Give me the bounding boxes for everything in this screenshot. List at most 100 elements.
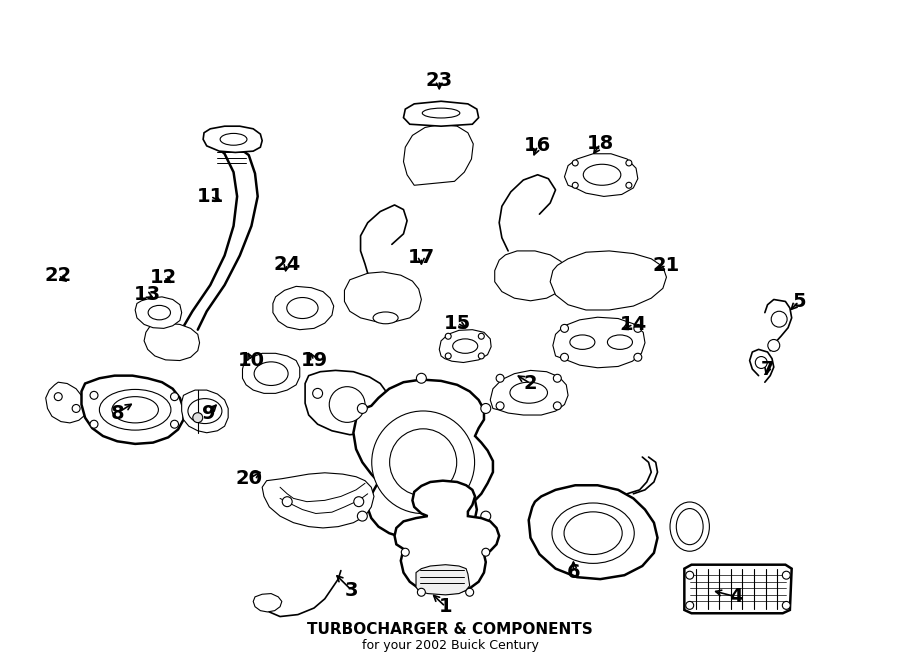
Polygon shape [403,124,473,185]
Polygon shape [273,287,334,330]
Text: 7: 7 [760,359,774,379]
Text: 11: 11 [197,187,224,206]
Polygon shape [135,297,182,328]
Circle shape [554,374,562,382]
Ellipse shape [390,429,456,496]
Polygon shape [528,485,658,579]
Circle shape [478,353,484,359]
Circle shape [354,496,364,506]
Polygon shape [203,126,262,152]
Polygon shape [305,370,389,435]
Polygon shape [553,317,645,368]
Circle shape [686,602,694,609]
Circle shape [482,548,490,556]
Circle shape [496,374,504,382]
Circle shape [554,402,562,410]
Polygon shape [403,101,479,126]
Circle shape [561,324,569,332]
Text: 24: 24 [274,255,301,273]
Text: 8: 8 [111,404,124,422]
Text: TURBOCHARGER & COMPONENTS: TURBOCHARGER & COMPONENTS [307,622,593,637]
Text: for your 2002 Buick Century: for your 2002 Buick Century [362,639,538,652]
Ellipse shape [148,305,170,320]
Circle shape [72,404,80,412]
Ellipse shape [112,397,158,423]
Ellipse shape [552,503,634,563]
Polygon shape [394,481,500,594]
Ellipse shape [287,297,318,318]
Circle shape [329,387,365,422]
Circle shape [446,353,451,359]
Text: 15: 15 [444,314,471,332]
Circle shape [465,589,473,596]
Polygon shape [262,473,374,528]
Text: 21: 21 [652,256,680,275]
Circle shape [686,571,694,579]
Circle shape [170,420,178,428]
Ellipse shape [608,335,633,350]
Circle shape [481,511,491,521]
Ellipse shape [374,312,398,324]
Ellipse shape [453,339,478,354]
Text: 4: 4 [729,587,743,606]
Text: 1: 1 [438,597,453,616]
Ellipse shape [372,411,474,514]
Circle shape [283,496,293,506]
Polygon shape [144,323,200,361]
Circle shape [401,548,410,556]
Polygon shape [416,565,470,595]
Ellipse shape [99,389,171,430]
Text: 5: 5 [792,292,806,311]
Circle shape [357,511,367,521]
Circle shape [193,412,202,422]
Circle shape [782,571,790,579]
Circle shape [561,354,569,361]
Polygon shape [564,154,638,197]
Text: 14: 14 [620,315,647,334]
Circle shape [634,354,642,361]
Text: 3: 3 [345,581,358,600]
Circle shape [626,182,632,188]
Circle shape [481,404,491,413]
Text: 12: 12 [150,267,177,287]
Ellipse shape [676,508,703,545]
Polygon shape [253,594,282,612]
Text: 13: 13 [134,285,161,305]
Circle shape [90,420,98,428]
Text: 19: 19 [301,351,328,370]
Circle shape [572,182,578,188]
Circle shape [782,602,790,609]
Circle shape [626,160,632,166]
Ellipse shape [220,134,247,145]
Polygon shape [491,370,568,415]
Ellipse shape [570,335,595,350]
Polygon shape [684,565,792,613]
Circle shape [90,391,98,399]
Text: 9: 9 [202,404,215,422]
Text: 22: 22 [45,265,72,285]
Text: 18: 18 [587,134,614,154]
Circle shape [572,160,578,166]
Text: 17: 17 [408,248,435,267]
Polygon shape [46,382,86,423]
Circle shape [170,393,178,401]
Text: 2: 2 [524,374,537,393]
Polygon shape [550,251,667,310]
Polygon shape [439,330,491,363]
Polygon shape [82,375,184,444]
Text: 10: 10 [238,351,265,370]
Ellipse shape [564,512,622,555]
Ellipse shape [510,382,547,403]
Circle shape [634,324,642,332]
Polygon shape [182,390,229,433]
Circle shape [357,404,367,413]
Ellipse shape [670,502,709,551]
Circle shape [478,333,484,339]
Circle shape [496,402,504,410]
Circle shape [771,311,788,327]
Text: 23: 23 [426,71,453,90]
Polygon shape [345,272,421,322]
Circle shape [417,538,427,547]
Ellipse shape [583,164,621,185]
Polygon shape [242,354,300,393]
